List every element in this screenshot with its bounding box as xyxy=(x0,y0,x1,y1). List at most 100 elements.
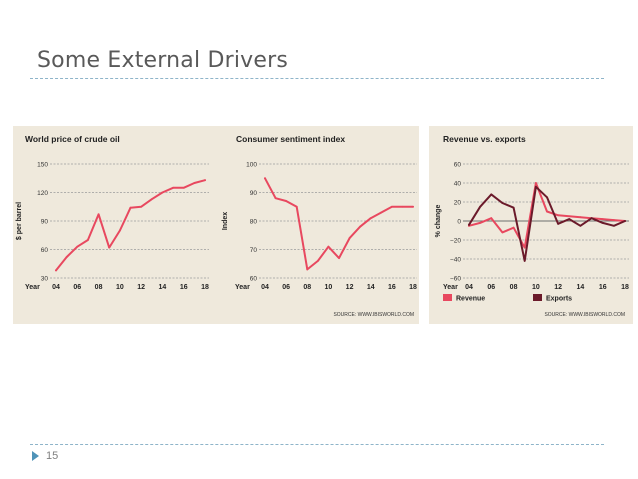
data-point xyxy=(97,213,100,216)
data-point xyxy=(557,222,560,225)
data-point xyxy=(534,185,537,188)
x-tick-label: 18 xyxy=(621,284,629,291)
data-point xyxy=(590,217,593,220)
y-axis-label: Index xyxy=(222,212,229,230)
data-point xyxy=(172,186,174,189)
y-tick-label: −40 xyxy=(450,257,461,264)
y-tick-label: 40 xyxy=(454,181,462,188)
chart-title: World price of crude oil xyxy=(25,134,120,144)
data-point xyxy=(601,218,604,220)
data-point xyxy=(579,224,582,227)
data-point xyxy=(512,226,515,229)
data-point xyxy=(338,257,340,259)
y-tick-label: 20 xyxy=(454,200,462,207)
series-line-revenue xyxy=(468,182,626,249)
data-point xyxy=(624,220,626,222)
data-point xyxy=(380,211,383,214)
data-point xyxy=(274,197,277,200)
x-tick-label: 16 xyxy=(599,284,607,291)
data-point xyxy=(264,177,266,180)
y-tick-label: −60 xyxy=(450,276,461,283)
y-tick-label: 60 xyxy=(454,162,462,169)
series-line-main xyxy=(264,177,414,271)
slide-title: Some External Drivers xyxy=(37,48,289,73)
chart-title: Consumer sentiment index xyxy=(236,134,345,144)
y-tick-label: 120 xyxy=(37,190,48,197)
slide-marker-icon xyxy=(32,451,39,461)
data-point xyxy=(306,268,309,271)
data-point xyxy=(316,260,319,262)
x-tick-label: 14 xyxy=(367,284,375,291)
data-point xyxy=(193,182,196,184)
y-tick-label: 90 xyxy=(41,219,49,226)
x-tick-label: 14 xyxy=(159,284,167,291)
slide-number: 15 xyxy=(46,450,59,462)
data-point xyxy=(557,214,560,217)
data-point xyxy=(479,205,482,208)
data-point xyxy=(490,217,493,220)
data-point xyxy=(568,215,571,218)
data-point xyxy=(490,193,493,196)
x-axis-prefix: Year xyxy=(25,284,40,291)
data-point xyxy=(501,231,504,234)
x-tick-label: 06 xyxy=(73,284,81,291)
data-point xyxy=(87,239,89,241)
data-point xyxy=(512,206,515,209)
data-point xyxy=(612,224,615,227)
x-tick-label: 10 xyxy=(116,284,124,291)
title-divider xyxy=(30,78,604,79)
data-point xyxy=(327,245,330,248)
charts-panel-left: World price of crude oil 30 60 90 120 150 $ pe… xyxy=(13,126,419,324)
footer-divider xyxy=(30,444,604,445)
y-tick-label: 70 xyxy=(250,247,258,254)
data-point xyxy=(612,219,615,221)
x-tick-label: 16 xyxy=(180,284,188,291)
revenue-exports-svg: Revenue vs. exports −60 −40 −20 0 20 40 60 % cha… xyxy=(435,134,629,318)
data-point xyxy=(546,210,548,213)
data-point xyxy=(479,222,482,224)
source-note: SOURCE: WWW.IBISWORLD.COM xyxy=(333,312,414,318)
data-point xyxy=(108,246,111,249)
x-tick-label: 12 xyxy=(554,284,562,291)
data-point xyxy=(546,196,548,199)
x-tick-label: 10 xyxy=(325,284,333,291)
y-tick-label: 90 xyxy=(250,190,258,197)
y-tick-label: 150 xyxy=(37,162,48,169)
legend-swatch xyxy=(443,294,452,301)
y-axis-label: % change xyxy=(435,205,442,238)
series-line-main xyxy=(55,179,206,272)
legend-swatch xyxy=(533,294,542,301)
data-point xyxy=(204,179,206,182)
y-tick-label: 80 xyxy=(250,219,258,226)
x-tick-label: 08 xyxy=(510,284,518,291)
data-point xyxy=(523,246,526,249)
data-point xyxy=(140,205,143,208)
data-point xyxy=(285,200,288,202)
data-point xyxy=(501,202,504,204)
data-point xyxy=(401,205,404,208)
data-point xyxy=(390,205,393,208)
data-point xyxy=(161,191,164,194)
data-point xyxy=(534,182,537,184)
legend-label: Revenue xyxy=(456,296,485,303)
y-axis-label: $ per barrel xyxy=(16,202,23,240)
y-tick-label: 30 xyxy=(41,276,49,283)
chart-pair-svg: World price of crude oil 30 60 90 120 150 $ pe… xyxy=(16,134,417,318)
data-point xyxy=(468,223,470,226)
x-tick-label: 18 xyxy=(409,284,417,291)
x-tick-label: 10 xyxy=(532,284,540,291)
y-tick-label: 0 xyxy=(457,219,461,226)
x-tick-label: 14 xyxy=(577,284,585,291)
x-tick-label: 08 xyxy=(303,284,311,291)
x-tick-label: 12 xyxy=(137,284,145,291)
x-axis-prefix: Year xyxy=(443,284,458,291)
x-tick-label: 04 xyxy=(465,284,473,291)
y-tick-label: 100 xyxy=(246,162,257,169)
data-point xyxy=(412,205,414,208)
x-tick-label: 08 xyxy=(95,284,103,291)
source-note: SOURCE: WWW.IBISWORLD.COM xyxy=(544,312,625,318)
charts-panel-right: Revenue vs. exports −60 −40 −20 0 20 40 60 % cha… xyxy=(429,126,633,324)
y-tick-label: −20 xyxy=(450,238,461,245)
data-point xyxy=(359,225,362,228)
data-point xyxy=(348,237,351,239)
